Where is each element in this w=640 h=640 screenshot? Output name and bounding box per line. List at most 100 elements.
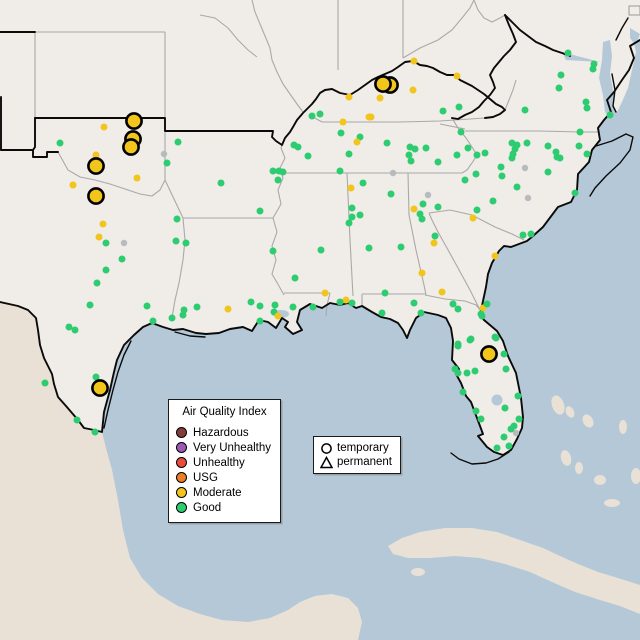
monitor-dot <box>512 429 520 437</box>
monitor-dot <box>304 152 312 160</box>
very-unhealthy-swatch-icon <box>176 442 187 453</box>
monitor-dot <box>431 232 439 240</box>
moderate-swatch-icon <box>176 487 187 498</box>
monitor-dot <box>524 194 532 202</box>
monitor-dot <box>439 107 447 115</box>
monitor-dot <box>291 274 299 282</box>
monitor-dot <box>418 215 426 223</box>
monitor-dot <box>583 150 591 158</box>
monitor-dot <box>256 302 264 310</box>
monitor-dot <box>179 311 187 319</box>
monitor-dot <box>500 433 508 441</box>
monitor-dot <box>342 296 350 304</box>
legend-item-moderate: Moderate <box>176 485 273 500</box>
monitor-dot <box>514 392 522 400</box>
monitor-dot <box>497 163 505 171</box>
monitor-dot <box>457 128 465 136</box>
monitor-dot <box>410 299 418 307</box>
monitor-dot <box>455 103 463 111</box>
monitor-dot <box>381 289 389 297</box>
legend-item-permanent: permanent <box>320 455 394 469</box>
monitor-dot <box>467 335 475 343</box>
us-landmass <box>0 0 640 455</box>
legend-item-good: Good <box>176 500 273 515</box>
monitor-dot <box>461 176 469 184</box>
monitor-dot <box>274 312 282 320</box>
bahamas-islands <box>551 395 640 507</box>
monitor-dot <box>356 211 364 219</box>
monitor-dot <box>269 167 277 175</box>
monitor-dot <box>345 150 353 158</box>
monitor-dot <box>583 104 591 112</box>
monitor-dot <box>508 154 516 162</box>
monitor-dot <box>515 415 523 423</box>
monitor-dot <box>174 138 182 146</box>
monitor-dot <box>316 110 324 118</box>
monitor-dot <box>463 369 471 377</box>
monitor-dot <box>489 197 497 205</box>
monitor-dot <box>410 205 418 213</box>
monitor-dot <box>454 305 462 313</box>
monitor-dot <box>523 139 531 147</box>
legend-label: Hazardous <box>193 426 249 439</box>
monitor-dot <box>500 350 508 358</box>
monitor-dot <box>87 187 105 205</box>
monitor-dot <box>424 191 432 199</box>
monitor-dot <box>571 189 579 197</box>
monitor-dot <box>389 169 397 177</box>
monitor-dot <box>256 207 264 215</box>
monitor-dot <box>92 151 100 159</box>
monitor-dot <box>256 317 264 325</box>
monitor-dot <box>491 333 499 341</box>
monitor-dot <box>498 172 506 180</box>
monitor-dot <box>557 71 565 79</box>
barrier-islands <box>103 17 634 465</box>
monitor-dot <box>93 279 101 287</box>
monitor-dot <box>91 379 109 397</box>
monitor-dot <box>471 367 479 375</box>
monitor-dot <box>454 369 462 377</box>
monitor-dot <box>69 181 77 189</box>
monitor-dot <box>65 323 73 331</box>
monitor-dot <box>589 65 597 73</box>
monitor-dot <box>168 314 176 322</box>
monitor-dot <box>345 93 353 101</box>
permanent-triangle-icon <box>320 455 333 468</box>
monitor-dot <box>483 300 491 308</box>
monitor-dot <box>353 138 361 146</box>
monitor-dot <box>87 157 105 175</box>
legend-item-hazardous: Hazardous <box>176 425 273 440</box>
monitor-dot <box>193 303 201 311</box>
monitor-dot <box>336 298 344 306</box>
monitor-dot <box>478 312 486 320</box>
monitor-dot <box>269 247 277 255</box>
monitor-dot <box>339 118 347 126</box>
monitor-dot <box>409 86 417 94</box>
monitor-dot <box>99 220 107 228</box>
legend-item-unhealthy: Unhealthy <box>176 455 273 470</box>
monitor-dot <box>481 149 489 157</box>
cuba-island <box>388 528 640 614</box>
monitor-dot <box>274 176 282 184</box>
monitor-dot <box>472 407 480 415</box>
monitor-dot <box>160 150 168 158</box>
monitor-dot <box>122 138 140 156</box>
usg-swatch-icon <box>176 472 187 483</box>
legend-item-very-unhealthy: Very Unhealthy <box>176 440 273 455</box>
unhealthy-swatch-icon <box>176 457 187 468</box>
monitor-dot <box>224 305 232 313</box>
legend-label: temporary <box>337 442 389 454</box>
monitor-dot <box>430 239 438 247</box>
monitor-dot <box>519 231 527 239</box>
temporary-circle-icon <box>321 442 332 454</box>
legend-label: permanent <box>337 456 392 468</box>
monitor-dot <box>133 174 141 182</box>
monitor-dot <box>91 428 99 436</box>
monitor-dot <box>120 239 128 247</box>
monitor-dot <box>469 214 477 222</box>
monitor-dot <box>513 183 521 191</box>
monitor-dot <box>453 151 461 159</box>
monitor-dot <box>544 168 552 176</box>
monitor-dot <box>564 49 572 57</box>
